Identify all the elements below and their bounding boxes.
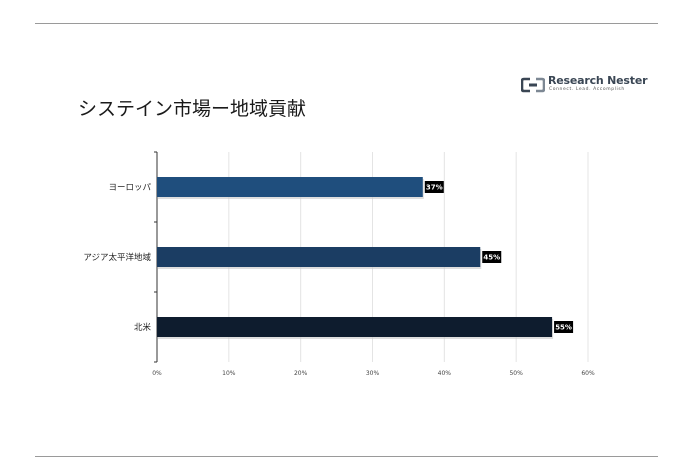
- data-label-box: [424, 181, 444, 193]
- data-label: 55%: [555, 324, 572, 332]
- bottom-rule: [35, 456, 658, 457]
- x-tick-label: 0%: [152, 370, 162, 377]
- data-label-box: [554, 321, 574, 333]
- logo-name: Research Nester: [548, 74, 648, 87]
- logo-tagline: Connect. Lead. Accomplish: [549, 87, 625, 92]
- bar-1: [157, 177, 423, 197]
- data-label: 37%: [426, 184, 443, 192]
- x-tick-label: 20%: [294, 370, 308, 377]
- bar-3: [157, 317, 553, 337]
- x-tick-label: 30%: [366, 370, 380, 377]
- x-tick-label: 60%: [581, 370, 595, 377]
- data-label-box: [482, 251, 502, 263]
- logo-mark-icon: [521, 77, 545, 93]
- category-label: 北米: [134, 322, 152, 333]
- bar-2: [157, 247, 481, 267]
- x-tick-label: 50%: [509, 370, 523, 377]
- category-label: ヨーロッパ: [108, 183, 151, 193]
- top-rule: [35, 23, 658, 24]
- category-label: アジア太平洋地域: [83, 252, 151, 263]
- x-tick-label: 40%: [438, 370, 452, 377]
- x-tick-label: 10%: [222, 370, 236, 377]
- data-label: 45%: [483, 254, 500, 262]
- page-title: システイン市場ー地域貢献: [78, 98, 307, 120]
- research-nester-logo: Research Nester Connect. Lead. Accomplis…: [521, 74, 648, 96]
